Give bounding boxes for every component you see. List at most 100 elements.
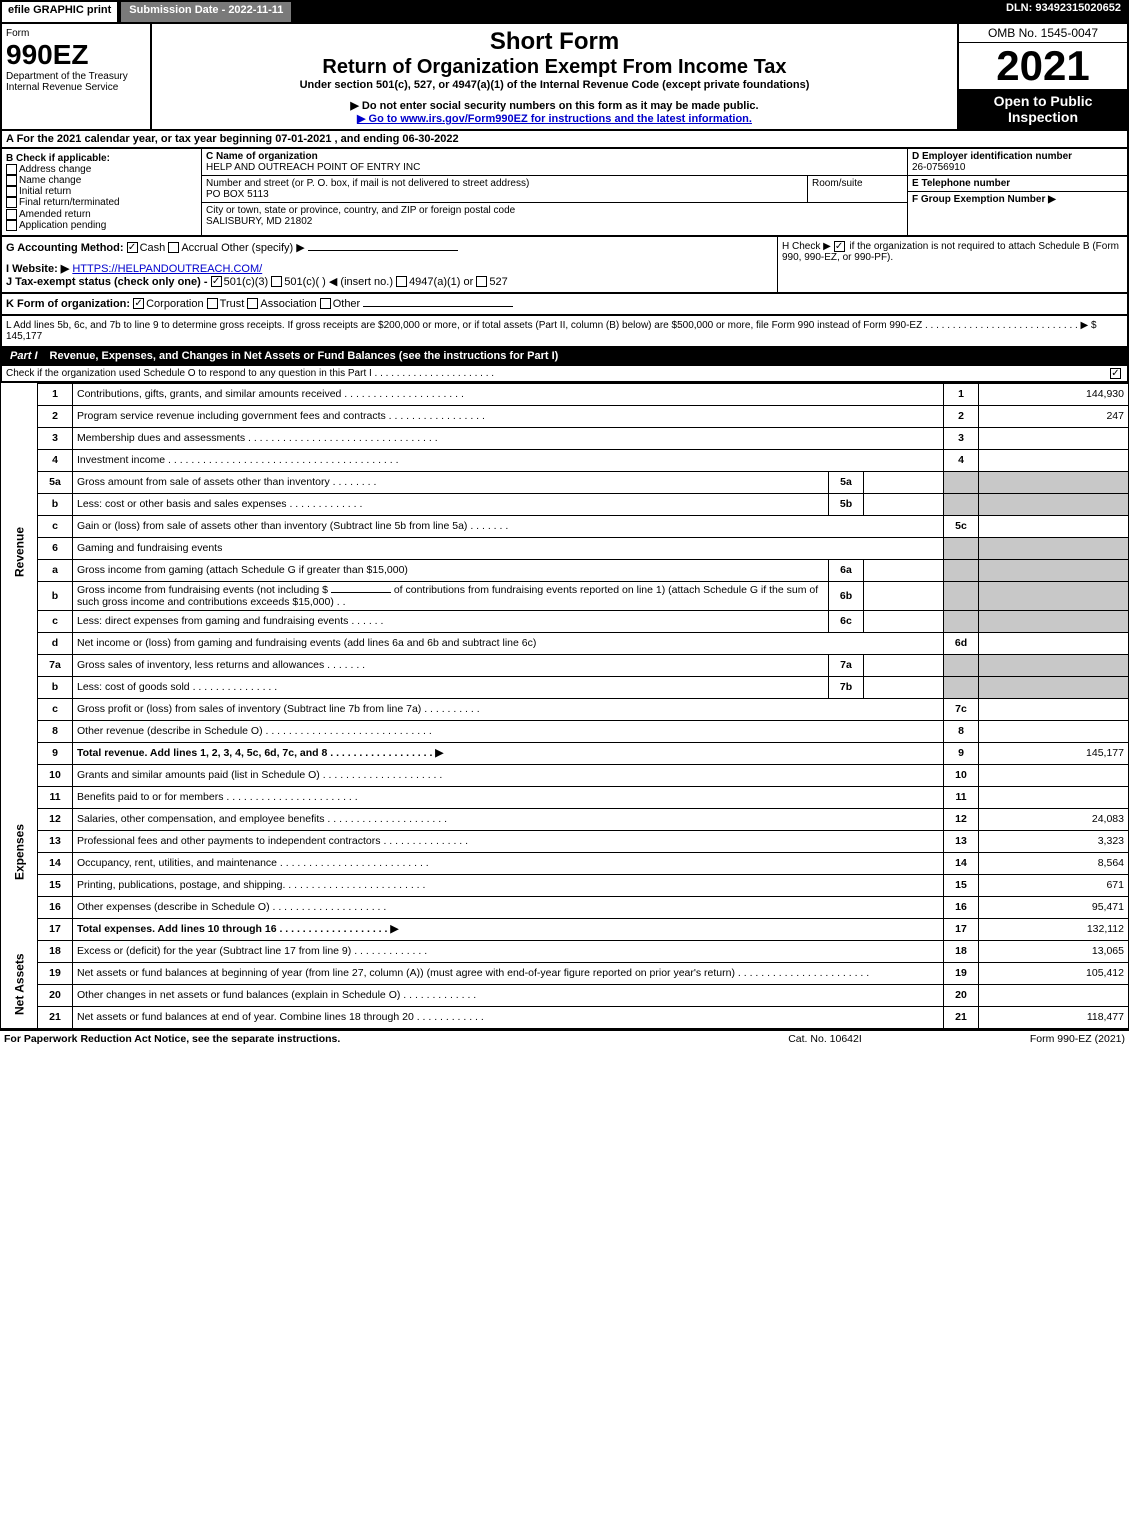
schedule-b-checkbox[interactable]	[834, 241, 845, 252]
line-21-num: 21	[944, 1006, 979, 1028]
sections-g-h-i-j: G Accounting Method: Cash Accrual Other …	[0, 237, 1129, 294]
line-20-val	[979, 984, 1129, 1006]
footer-right: Form 990-EZ (2021)	[925, 1033, 1125, 1045]
line-6b-shaded	[944, 581, 979, 610]
cash-checkbox[interactable]	[127, 242, 138, 253]
line-6b-amount-input[interactable]	[331, 592, 391, 593]
line-6a-shaded-val	[979, 559, 1129, 581]
line-7c-val	[979, 698, 1129, 720]
line-13-num: 13	[944, 830, 979, 852]
line-16-num: 16	[944, 896, 979, 918]
line-9-no: 9	[38, 742, 73, 764]
other-org-input[interactable]	[363, 306, 513, 307]
line-6a-desc: Gross income from gaming (attach Schedul…	[73, 559, 829, 581]
group-exemption-label: F Group Exemption Number ▶	[912, 194, 1123, 205]
line-17-num: 17	[944, 918, 979, 940]
schedule-o-checkbox[interactable]	[1110, 368, 1121, 379]
app-pending-checkbox[interactable]	[6, 220, 17, 231]
trust-checkbox[interactable]	[207, 298, 218, 309]
501c-checkbox[interactable]	[271, 276, 282, 287]
line-5b-desc: Less: cost or other basis and sales expe…	[73, 493, 829, 515]
line-5b-sub: 5b	[829, 493, 864, 515]
501c3-checkbox[interactable]	[211, 276, 222, 287]
ein-value: 26-0756910	[912, 162, 1123, 173]
line-19-num: 19	[944, 962, 979, 984]
line-5a-shaded	[944, 471, 979, 493]
initial-return-label: Initial return	[19, 186, 71, 197]
527-checkbox[interactable]	[476, 276, 487, 287]
accrual-checkbox[interactable]	[168, 242, 179, 253]
line-5b-subval	[864, 493, 944, 515]
line-7a-shaded-val	[979, 654, 1129, 676]
expenses-side-label: Expenses	[1, 764, 38, 940]
line-6c-subval	[864, 610, 944, 632]
line-5a-desc: Gross amount from sale of assets other t…	[73, 471, 829, 493]
amended-label: Amended return	[19, 209, 91, 220]
name-change-label: Name change	[19, 175, 81, 186]
other-org-label: Other	[333, 298, 361, 310]
line-18-num: 18	[944, 940, 979, 962]
efile-label[interactable]: efile GRAPHIC print	[0, 0, 119, 24]
other-org-checkbox[interactable]	[320, 298, 331, 309]
goto-instructions: ▶ Go to www.irs.gov/Form990EZ for instru…	[156, 112, 953, 125]
line-5c-desc: Gain or (loss) from sale of assets other…	[73, 515, 944, 537]
city-label: City or town, state or province, country…	[206, 205, 903, 216]
line-6a-subval	[864, 559, 944, 581]
line-6b-shaded-val	[979, 581, 1129, 610]
line-5a-no: 5a	[38, 471, 73, 493]
line-6b-desc1: Gross income from fundraising events (no…	[77, 584, 328, 596]
amended-checkbox[interactable]	[6, 209, 17, 220]
line-6d-num: 6d	[944, 632, 979, 654]
trust-label: Trust	[220, 298, 245, 310]
under-section: Under section 501(c), 527, or 4947(a)(1)…	[156, 79, 953, 91]
accrual-label: Accrual	[181, 242, 218, 254]
submission-date: Submission Date - 2022-11-11	[119, 0, 293, 24]
corporation-checkbox[interactable]	[133, 298, 144, 309]
sections-b-through-f: B Check if applicable: Address change Na…	[0, 149, 1129, 237]
line-6c-no: c	[38, 610, 73, 632]
irs-link[interactable]: ▶ Go to www.irs.gov/Form990EZ for instru…	[357, 113, 752, 125]
tax-exempt-label: J Tax-exempt status (check only one) -	[6, 276, 208, 288]
line-20-no: 20	[38, 984, 73, 1006]
4947-label: 4947(a)(1) or	[409, 276, 473, 288]
tax-year: 2021	[959, 43, 1127, 89]
page-footer: For Paperwork Reduction Act Notice, see …	[0, 1029, 1129, 1047]
line-8-val	[979, 720, 1129, 742]
line-7b-shaded-val	[979, 676, 1129, 698]
line-6c-desc: Less: direct expenses from gaming and fu…	[73, 610, 829, 632]
section-h-text1: H Check ▶	[782, 241, 831, 252]
line-5c-no: c	[38, 515, 73, 537]
line-5a-sub: 5a	[829, 471, 864, 493]
line-6b-no: b	[38, 581, 73, 610]
line-2-desc: Program service revenue including govern…	[73, 405, 944, 427]
line-8-desc: Other revenue (describe in Schedule O) .…	[73, 720, 944, 742]
name-change-checkbox[interactable]	[6, 175, 17, 186]
line-6-desc: Gaming and fundraising events	[73, 537, 944, 559]
line-7a-no: 7a	[38, 654, 73, 676]
ein-label: D Employer identification number	[912, 151, 1123, 162]
line-2-no: 2	[38, 405, 73, 427]
telephone-label: E Telephone number	[912, 178, 1123, 189]
line-16-no: 16	[38, 896, 73, 918]
line-5c-val	[979, 515, 1129, 537]
line-7c-desc: Gross profit or (loss) from sales of inv…	[73, 698, 944, 720]
line-3-desc: Membership dues and assessments . . . . …	[73, 427, 944, 449]
line-11-val	[979, 786, 1129, 808]
section-h-text2: if the organization is not required to a…	[782, 241, 1119, 263]
final-return-checkbox[interactable]	[6, 197, 17, 208]
addr-change-checkbox[interactable]	[6, 164, 17, 175]
section-h: H Check ▶ if the organization is not req…	[777, 237, 1127, 292]
association-checkbox[interactable]	[247, 298, 258, 309]
4947-checkbox[interactable]	[396, 276, 407, 287]
section-k-label: K Form of organization:	[6, 298, 130, 310]
other-specify-input[interactable]	[308, 250, 458, 251]
part-1-header: Part I Revenue, Expenses, and Changes in…	[0, 348, 1129, 366]
line-17-no: 17	[38, 918, 73, 940]
initial-return-checkbox[interactable]	[6, 186, 17, 197]
line-6a-shaded	[944, 559, 979, 581]
line-17-val: 132,112	[979, 918, 1129, 940]
line-1-num: 1	[944, 383, 979, 405]
website-link[interactable]: HTTPS://HELPANDOUTREACH.COM/	[72, 263, 262, 275]
corporation-label: Corporation	[146, 298, 203, 310]
line-6c-shaded-val	[979, 610, 1129, 632]
